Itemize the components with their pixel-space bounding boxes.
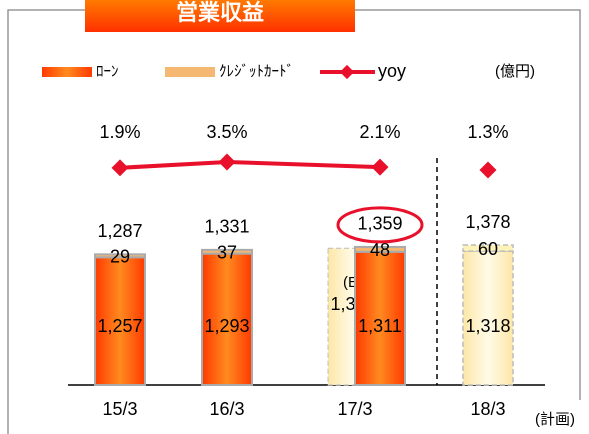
x-tick-label: 15/3	[102, 399, 137, 419]
x-tick-label: 18/3	[470, 399, 505, 419]
card-label: 29	[110, 247, 130, 267]
frame	[355, 9, 581, 400]
legend-label: ﾛｰﾝ	[96, 63, 119, 80]
legend-marker	[339, 64, 355, 80]
card-label: 37	[217, 243, 237, 263]
legend-label: yoy	[378, 61, 406, 81]
loan-label: 1,311	[358, 316, 402, 336]
x-tick-label: 16/3	[209, 399, 244, 419]
yoy-line	[119, 159, 381, 170]
title-box	[85, 0, 355, 32]
total-label: 1,287	[97, 221, 142, 241]
loan-label: 1,318	[465, 316, 510, 336]
yoy-marker	[479, 161, 497, 179]
total-label: 1,378	[465, 212, 510, 232]
card-bar	[462, 244, 514, 252]
legend-swatch	[165, 67, 215, 77]
x-tick-label: 17/3	[337, 399, 372, 419]
chart-title: 営業収益	[176, 0, 264, 25]
card-bar	[201, 248, 253, 255]
yoy-label: 3.5%	[206, 122, 247, 142]
highlight	[336, 206, 424, 244]
unit-label: (億円)	[495, 63, 535, 80]
loan-bar	[94, 256, 146, 386]
loan-bar	[462, 250, 514, 386]
legend-swatch	[42, 67, 92, 77]
yoy-marker	[371, 158, 389, 176]
yoy-label: 1.3%	[467, 122, 508, 142]
yoy-label: 2.1%	[359, 122, 400, 142]
card-label: 48	[370, 240, 390, 260]
card-bar	[94, 253, 146, 259]
yoy-label: 1.9%	[99, 122, 140, 142]
card-bar	[354, 245, 406, 253]
yoy-marker	[111, 159, 129, 177]
loan-label: 1,257	[97, 316, 142, 336]
total-label: 1,331	[204, 217, 249, 237]
legend-label: ｸﾚｼﾞｯﾄｶｰﾄﾞ	[219, 63, 294, 80]
total-label: 1,359	[357, 214, 402, 234]
footnote: (計画)	[535, 411, 575, 428]
loan-bar	[354, 250, 406, 386]
yoy-marker	[218, 153, 236, 171]
card-label: 60	[478, 239, 498, 259]
loan-label: 1,293	[204, 316, 249, 336]
frame	[7, 9, 85, 434]
